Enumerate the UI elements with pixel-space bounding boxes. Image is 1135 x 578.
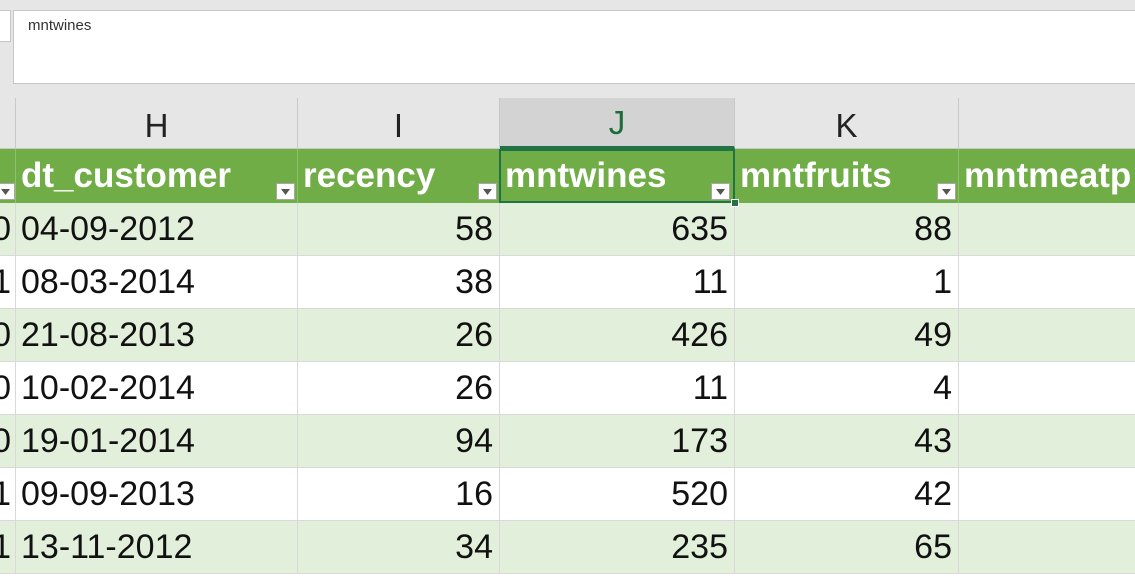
cell-dt-customer[interactable]: 19-01-2014 bbox=[16, 415, 298, 467]
filter-dropdown-icon[interactable] bbox=[0, 183, 15, 200]
header-label: mntmeatp bbox=[964, 156, 1132, 195]
cell-mntmeat[interactable] bbox=[959, 468, 1135, 520]
header-label: dt_customer bbox=[21, 156, 232, 195]
cell-mntwines[interactable]: 235 bbox=[500, 521, 735, 573]
column-header-bar: H I J K bbox=[0, 98, 1135, 149]
cell-mntmeat[interactable] bbox=[959, 203, 1135, 255]
cell-dt-customer[interactable]: 04-09-2012 bbox=[16, 203, 298, 255]
fill-handle[interactable] bbox=[731, 199, 739, 207]
column-header-h[interactable]: H bbox=[16, 98, 298, 149]
cell-dt-customer[interactable]: 10-02-2014 bbox=[16, 362, 298, 414]
header-cell-dt-customer[interactable]: dt_customer bbox=[16, 149, 298, 203]
header-cell-mntwines[interactable]: mntwines bbox=[500, 149, 735, 203]
cell-recency[interactable]: 58 bbox=[298, 203, 500, 255]
worksheet-grid: dt_customer recency mntwines mntfruits m… bbox=[0, 149, 1135, 578]
cell-mntfruits[interactable]: 49 bbox=[735, 309, 959, 361]
cell-mntfruits[interactable]: 4 bbox=[735, 362, 959, 414]
cell-prev[interactable]: 0 bbox=[0, 203, 16, 255]
cell-mntwines[interactable]: 426 bbox=[500, 309, 735, 361]
column-header-g[interactable] bbox=[0, 98, 16, 149]
column-header-k[interactable]: K bbox=[735, 98, 959, 149]
cell-recency[interactable]: 34 bbox=[298, 521, 500, 573]
table-row: 1 08-03-2014 38 11 1 bbox=[0, 256, 1135, 309]
header-label: recency bbox=[303, 156, 436, 195]
filter-dropdown-icon[interactable] bbox=[711, 183, 730, 200]
cell-recency[interactable]: 16 bbox=[298, 468, 500, 520]
column-header-j[interactable]: J bbox=[500, 98, 735, 149]
cell-mntmeat[interactable] bbox=[959, 362, 1135, 414]
cell-dt-customer[interactable]: 08-03-2014 bbox=[16, 256, 298, 308]
cell-mntwines[interactable]: 635 bbox=[500, 203, 735, 255]
cell-mntwines[interactable]: 11 bbox=[500, 256, 735, 308]
header-cell-mntfruits[interactable]: mntfruits bbox=[735, 149, 959, 203]
header-cell-recency[interactable]: recency bbox=[298, 149, 500, 203]
cell-mntmeat[interactable] bbox=[959, 309, 1135, 361]
cell-dt-customer[interactable]: 21-08-2013 bbox=[16, 309, 298, 361]
formula-bar-area: mntwines bbox=[0, 0, 1135, 98]
cell-mntmeat[interactable] bbox=[959, 521, 1135, 573]
cell-recency[interactable]: 26 bbox=[298, 362, 500, 414]
header-label: mntwines bbox=[505, 156, 667, 195]
cell-dt-customer[interactable]: 13-11-2012 bbox=[16, 521, 298, 573]
column-header-i[interactable]: I bbox=[298, 98, 500, 149]
cell-dt-customer[interactable]: 09-09-2013 bbox=[16, 468, 298, 520]
cell-prev[interactable]: 0 bbox=[0, 415, 16, 467]
cell-mntfruits[interactable]: 42 bbox=[735, 468, 959, 520]
column-header-l[interactable] bbox=[959, 98, 1135, 149]
cell-recency[interactable]: 38 bbox=[298, 256, 500, 308]
cell-prev[interactable]: 1 bbox=[0, 521, 16, 573]
table-row: 1 09-09-2013 16 520 42 bbox=[0, 468, 1135, 521]
table-row: 0 04-09-2012 58 635 88 bbox=[0, 203, 1135, 256]
cell-mntwines[interactable]: 173 bbox=[500, 415, 735, 467]
cell-mntfruits[interactable]: 43 bbox=[735, 415, 959, 467]
header-label: mntfruits bbox=[740, 156, 892, 195]
filter-dropdown-icon[interactable] bbox=[478, 183, 497, 200]
filter-dropdown-icon[interactable] bbox=[276, 183, 295, 200]
cell-mntfruits[interactable]: 1 bbox=[735, 256, 959, 308]
table-row: 0 19-01-2014 94 173 43 bbox=[0, 415, 1135, 468]
table-row: 1 13-11-2012 34 235 65 bbox=[0, 521, 1135, 574]
table-header-row: dt_customer recency mntwines mntfruits m… bbox=[0, 149, 1135, 203]
cell-recency[interactable]: 26 bbox=[298, 309, 500, 361]
table-row: 0 10-02-2014 26 11 4 bbox=[0, 362, 1135, 415]
name-box[interactable] bbox=[0, 10, 11, 42]
formula-bar-input[interactable]: mntwines bbox=[13, 10, 1135, 84]
cell-mntwines[interactable]: 11 bbox=[500, 362, 735, 414]
cell-mntwines[interactable]: 520 bbox=[500, 468, 735, 520]
table-row: 0 21-08-2013 26 426 49 bbox=[0, 309, 1135, 362]
cell-mntfruits[interactable]: 88 bbox=[735, 203, 959, 255]
header-cell-mntmeatp[interactable]: mntmeatp bbox=[959, 149, 1135, 203]
filter-dropdown-icon[interactable] bbox=[937, 183, 956, 200]
cell-mntfruits[interactable]: 65 bbox=[735, 521, 959, 573]
cell-mntmeat[interactable] bbox=[959, 415, 1135, 467]
header-cell-prev[interactable] bbox=[0, 149, 16, 203]
cell-prev[interactable]: 0 bbox=[0, 309, 16, 361]
cell-mntmeat[interactable] bbox=[959, 256, 1135, 308]
cell-prev[interactable]: 1 bbox=[0, 468, 16, 520]
cell-recency[interactable]: 94 bbox=[298, 415, 500, 467]
cell-prev[interactable]: 1 bbox=[0, 256, 16, 308]
cell-prev[interactable]: 0 bbox=[0, 362, 16, 414]
